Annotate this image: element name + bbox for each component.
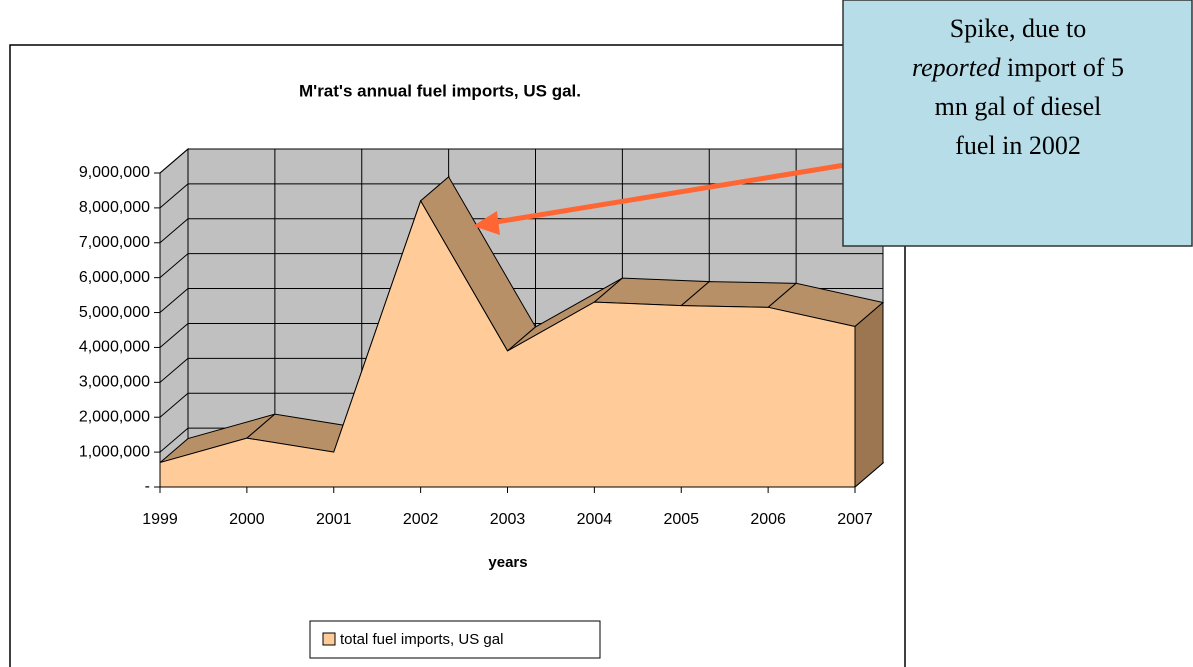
x-tick-label: 2005 bbox=[663, 511, 699, 528]
y-tick-label: - bbox=[145, 478, 150, 495]
x-tick-label: 1999 bbox=[142, 511, 178, 528]
y-tick-label: 3,000,000 bbox=[79, 374, 150, 391]
x-tick-label: 2003 bbox=[490, 511, 526, 528]
chart-title: M'rat's annual fuel imports, US gal. bbox=[299, 81, 581, 100]
y-tick-label: 9,000,000 bbox=[79, 164, 150, 181]
plot: - 1,000,000 2,000,000 3,000,000 4,000,000 5,0… bbox=[79, 147, 885, 528]
annotation-text: mn gal of diesel bbox=[935, 92, 1102, 121]
y-tick-label: 2,000,000 bbox=[79, 408, 150, 425]
annotation-text: Spike, due to bbox=[950, 14, 1087, 43]
x-tick-label: 2001 bbox=[316, 511, 352, 528]
annotation-text: fuel in 2002 bbox=[955, 131, 1081, 160]
legend-label: total fuel imports, US gal bbox=[340, 631, 503, 648]
annotation-box bbox=[842, 0, 1193, 247]
y-tick-label: 6,000,000 bbox=[79, 269, 150, 286]
legend-swatch bbox=[322, 632, 336, 646]
annotation-text: reported bbox=[912, 53, 1002, 82]
arrow bbox=[489, 162, 846, 226]
area-base bbox=[159, 326, 856, 488]
annotation-line: reported import of 5 bbox=[912, 53, 1124, 82]
x-tick-label: 2004 bbox=[577, 511, 613, 528]
x-tick-label: 2007 bbox=[837, 511, 873, 528]
annotation: Spike, due to reported import of 5 mn ga… bbox=[473, 0, 1193, 247]
x-tick-label: 2006 bbox=[750, 511, 786, 528]
legend-box bbox=[309, 620, 601, 659]
area-fill bbox=[160, 200, 855, 487]
arrow-head bbox=[473, 211, 500, 235]
area-line bbox=[159, 199, 856, 464]
annotation-line: Spike, due to bbox=[950, 14, 1087, 43]
y-tick-label: 8,000,000 bbox=[79, 199, 150, 216]
y-tick-label: 5,000,000 bbox=[79, 304, 150, 321]
annotation-line: mn gal of diesel bbox=[935, 92, 1102, 121]
y-tick-label: 1,000,000 bbox=[79, 443, 150, 460]
x-axis-title: years bbox=[488, 554, 527, 571]
area-end-face bbox=[854, 301, 884, 489]
y-tick-label: 4,000,000 bbox=[79, 339, 150, 356]
x-tick-label: 2002 bbox=[403, 511, 439, 528]
y-tick-label: 7,000,000 bbox=[79, 234, 150, 251]
annotation-text: import of 5 bbox=[1001, 53, 1125, 82]
annotation-line: fuel in 2002 bbox=[955, 131, 1081, 160]
x-tick-label: 2000 bbox=[229, 511, 265, 528]
side-wall bbox=[159, 147, 189, 489]
